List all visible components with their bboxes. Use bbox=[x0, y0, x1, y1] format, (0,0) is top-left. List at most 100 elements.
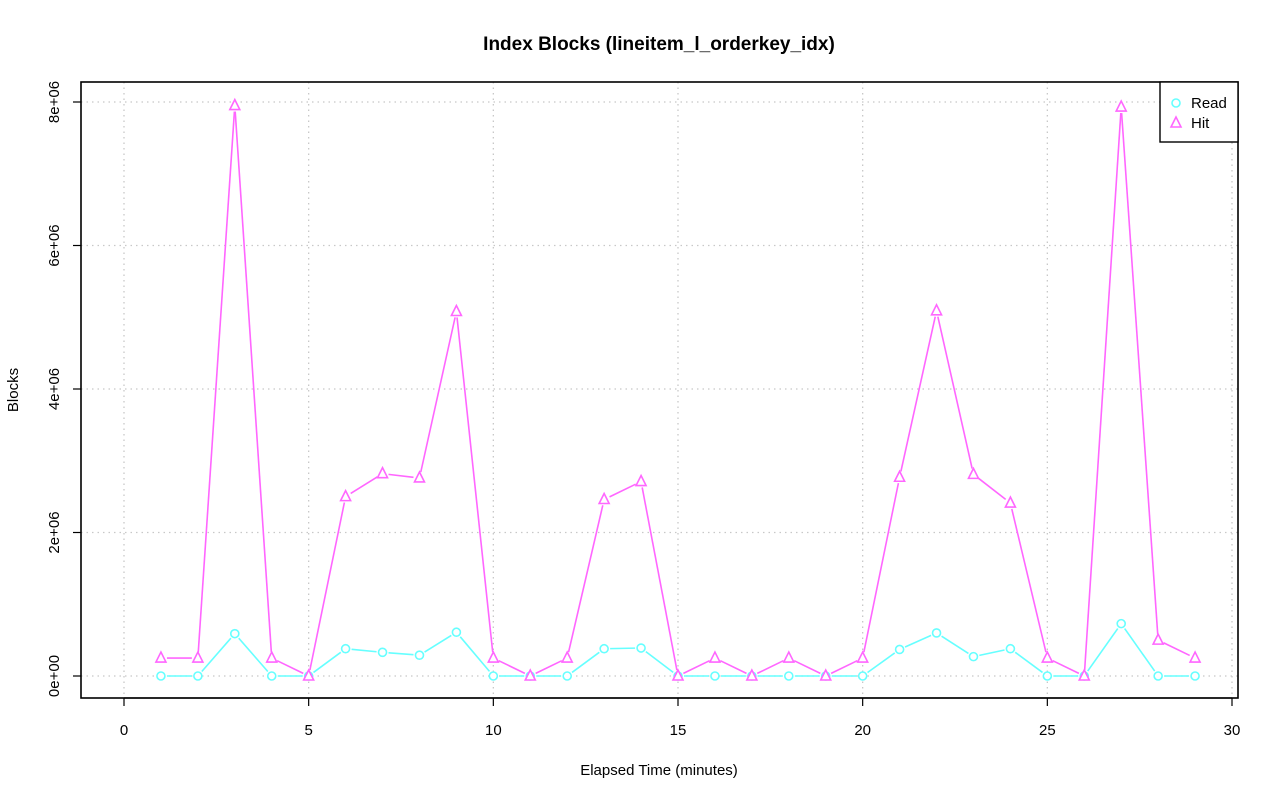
series-line-segment bbox=[201, 637, 232, 673]
legend-marker-read bbox=[1171, 98, 1181, 108]
series-line-segment bbox=[1124, 628, 1156, 672]
data-point bbox=[230, 628, 240, 639]
series-line-segment bbox=[1014, 651, 1043, 674]
series-line-segment bbox=[350, 476, 378, 495]
series-read bbox=[156, 618, 1200, 681]
data-point bbox=[968, 651, 979, 662]
data-point bbox=[1077, 668, 1091, 681]
data-point bbox=[967, 466, 980, 480]
series-line-segment bbox=[1052, 659, 1080, 675]
data-point bbox=[819, 668, 833, 681]
data-point bbox=[894, 644, 905, 655]
data-point bbox=[1153, 671, 1163, 681]
data-point bbox=[340, 643, 351, 654]
series-line-segment bbox=[388, 473, 414, 479]
data-point bbox=[893, 469, 906, 483]
y-tick-label: 8e+06 bbox=[46, 81, 63, 123]
data-point bbox=[634, 473, 648, 487]
series-line-segment bbox=[683, 659, 710, 675]
series-line-segment bbox=[424, 634, 452, 653]
series-line-segment bbox=[1083, 112, 1122, 671]
legend-label-hit: Hit bbox=[1191, 115, 1210, 132]
x-tick-label: 0 bbox=[120, 722, 128, 739]
series-line-segment bbox=[937, 316, 973, 469]
data-point bbox=[451, 627, 462, 638]
data-point bbox=[1005, 643, 1016, 654]
x-tick-label: 20 bbox=[854, 722, 871, 739]
data-point bbox=[1190, 671, 1200, 681]
data-point bbox=[636, 643, 646, 653]
data-point bbox=[156, 671, 166, 681]
x-tick-label: 30 bbox=[1224, 722, 1241, 739]
series-layer bbox=[154, 97, 1202, 681]
data-point bbox=[562, 671, 573, 681]
legend: Read Hit bbox=[1159, 81, 1239, 143]
data-point bbox=[154, 650, 168, 663]
series-line-segment bbox=[756, 659, 784, 675]
series-line-segment bbox=[567, 505, 604, 653]
data-point bbox=[377, 647, 388, 658]
legend-marker-hit bbox=[1169, 115, 1183, 128]
series-line-segment bbox=[645, 651, 674, 674]
series-line-segment bbox=[351, 648, 377, 653]
data-point bbox=[1188, 650, 1202, 663]
series-line-segment bbox=[388, 651, 414, 656]
series-line-segment bbox=[238, 637, 269, 673]
series-line-segment bbox=[979, 649, 1005, 657]
data-point bbox=[266, 671, 277, 681]
data-point bbox=[1042, 671, 1053, 681]
data-point bbox=[560, 650, 574, 663]
data-point bbox=[450, 303, 463, 317]
x-tick-label: 10 bbox=[485, 722, 502, 739]
series-hit bbox=[154, 97, 1202, 681]
data-point bbox=[597, 491, 611, 505]
series-line-segment bbox=[719, 659, 747, 675]
data-point bbox=[191, 650, 205, 663]
x-axis: 0 5 10 15 20 25 30 bbox=[120, 697, 1241, 739]
data-point bbox=[302, 668, 315, 681]
x-axis-label: Elapsed Time (minutes) bbox=[580, 762, 738, 779]
series-line-segment bbox=[498, 659, 526, 675]
legend-label-read: Read bbox=[1191, 95, 1227, 112]
series-line-segment bbox=[276, 659, 304, 675]
series-line-segment bbox=[456, 317, 494, 653]
data-point bbox=[413, 470, 426, 483]
data-point bbox=[488, 671, 499, 681]
y-tick-label: 4e+06 bbox=[46, 368, 63, 410]
y-tick-label: 2e+06 bbox=[46, 511, 63, 553]
chart-title: Index Blocks (lineitem_l_orderkey_idx) bbox=[483, 34, 835, 55]
data-point bbox=[1116, 618, 1126, 629]
data-point bbox=[228, 97, 242, 111]
data-point bbox=[193, 671, 203, 681]
data-point bbox=[931, 628, 942, 638]
data-point bbox=[1004, 495, 1017, 508]
series-line-segment bbox=[904, 634, 932, 648]
x-tick-label: 5 bbox=[304, 722, 312, 739]
series-line-segment bbox=[941, 635, 969, 655]
data-point bbox=[782, 650, 796, 663]
series-line-segment bbox=[309, 502, 346, 671]
series-line-segment bbox=[535, 659, 563, 675]
data-point bbox=[1151, 632, 1165, 645]
series-line-segment bbox=[459, 636, 491, 672]
y-tick-label: 0e+00 bbox=[46, 655, 63, 697]
data-point bbox=[376, 465, 389, 479]
x-tick-label: 25 bbox=[1039, 722, 1056, 739]
data-point bbox=[708, 650, 722, 663]
data-point bbox=[1114, 99, 1128, 112]
series-line-segment bbox=[641, 487, 678, 671]
series-line-segment bbox=[609, 483, 637, 498]
data-point bbox=[745, 668, 759, 681]
data-point bbox=[265, 650, 279, 663]
series-line-segment bbox=[1011, 508, 1047, 653]
data-point bbox=[339, 488, 352, 502]
y-tick-label: 6e+06 bbox=[46, 224, 63, 266]
x-tick-label: 15 bbox=[670, 722, 687, 739]
series-line-segment bbox=[313, 651, 342, 674]
data-point bbox=[414, 650, 425, 660]
data-point bbox=[710, 671, 720, 681]
series-line-segment bbox=[867, 652, 896, 674]
series-line-segment bbox=[571, 651, 600, 674]
series-line-segment bbox=[863, 482, 900, 653]
